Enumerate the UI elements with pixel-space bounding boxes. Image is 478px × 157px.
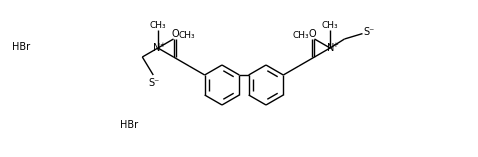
Text: CH₃: CH₃ bbox=[322, 21, 338, 30]
Text: O: O bbox=[172, 29, 179, 39]
Text: CH₃: CH₃ bbox=[150, 21, 166, 30]
Text: N: N bbox=[327, 43, 335, 53]
Text: HBr: HBr bbox=[120, 120, 138, 130]
Text: N: N bbox=[153, 43, 161, 53]
Text: S⁻: S⁻ bbox=[364, 27, 375, 37]
Text: CH₃: CH₃ bbox=[293, 32, 309, 41]
Text: CH₃: CH₃ bbox=[178, 32, 195, 41]
Text: S⁻: S⁻ bbox=[149, 78, 160, 88]
Text: +: + bbox=[159, 42, 165, 48]
Text: +: + bbox=[332, 42, 338, 48]
Text: O: O bbox=[309, 29, 316, 39]
Text: HBr: HBr bbox=[12, 42, 30, 52]
